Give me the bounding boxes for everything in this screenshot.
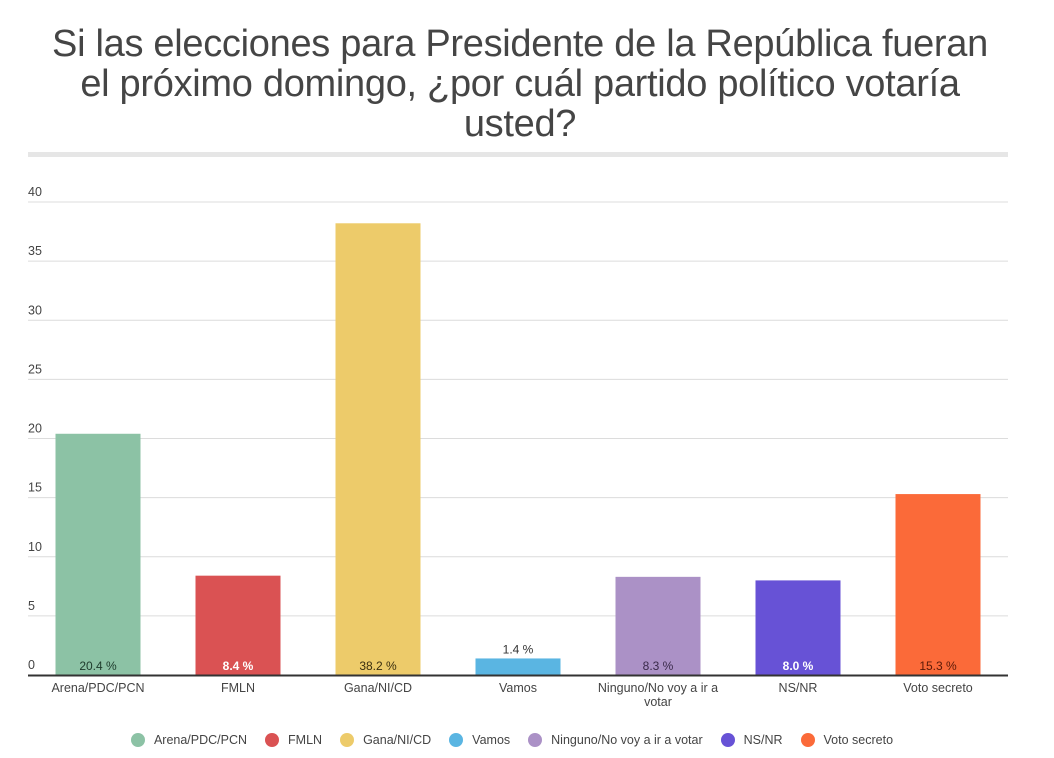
data-label: 20.4 %	[79, 659, 117, 673]
bar	[195, 575, 281, 675]
x-tick-label: Gana/NI/CD	[344, 681, 412, 695]
x-tick-label: NS/NR	[779, 681, 818, 695]
chart-title-line: Si las elecciones para Presidente de la …	[52, 23, 988, 65]
legend-item[interactable]: Vamos	[449, 733, 510, 747]
bar	[895, 494, 981, 675]
y-tick-label: 35	[28, 244, 42, 258]
y-tick-label: 0	[28, 658, 35, 672]
data-label: 8.4 %	[223, 659, 254, 673]
legend-item[interactable]: Arena/PDC/PCN	[130, 733, 248, 747]
legend-swatch-icon	[720, 733, 735, 747]
legend-item[interactable]: Ninguno/No voy a ir a votar	[528, 733, 703, 747]
legend-item[interactable]: Voto secreto	[800, 733, 894, 747]
data-label: 8.3 %	[643, 659, 674, 673]
legend-swatch-icon	[340, 733, 355, 747]
legend-swatch-icon	[528, 733, 543, 747]
chart-title-line: usted?	[463, 103, 577, 145]
x-tick-label: Arena/PDC/PCN	[51, 681, 144, 695]
legend-item[interactable]: NS/NR	[720, 733, 783, 747]
chart-title-line: el próximo domingo, ¿por cuál partido po…	[80, 63, 960, 105]
data-label: 8.0 %	[783, 659, 814, 673]
legend-label: NS/NR	[743, 733, 783, 747]
legend-label: Gana/NI/CD	[363, 733, 432, 747]
legend-label: Vamos	[472, 733, 511, 747]
legend-swatch-icon	[800, 733, 815, 747]
x-tick-label: votar	[644, 695, 672, 709]
x-tick-label: Ninguno/No voy a ir a	[598, 681, 718, 695]
bar	[335, 223, 421, 675]
legend-label: Ninguno/No voy a ir a votar	[551, 733, 703, 747]
x-tick-label: Voto secreto	[903, 681, 973, 695]
legend-item[interactable]: FMLN	[265, 733, 322, 747]
y-tick-label: 25	[28, 362, 42, 376]
y-tick-label: 20	[28, 422, 42, 436]
data-label: 1.4 %	[503, 642, 534, 656]
y-tick-label: 10	[28, 540, 42, 554]
chart-legend: Arena/PDC/PCN FMLN Gana/NI/CD Vamos Ninguno/…	[0, 733, 1024, 747]
y-tick-label: 40	[28, 185, 42, 199]
bar	[755, 580, 841, 675]
y-tick-label: 5	[28, 599, 35, 613]
y-tick-label: 30	[28, 303, 42, 317]
legend-swatch-icon	[130, 733, 145, 747]
data-label: 15.3 %	[919, 659, 957, 673]
bar	[615, 576, 701, 675]
bar	[475, 658, 561, 675]
legend-label: Voto secreto	[823, 733, 894, 747]
legend-swatch-icon	[265, 733, 280, 747]
chart-title: Si las elecciones para Presidente de la …	[20, 24, 1020, 144]
legend-swatch-icon	[449, 733, 464, 747]
legend-label: FMLN	[288, 733, 323, 747]
x-tick-label: FMLN	[221, 681, 255, 695]
data-label: 38.2 %	[359, 659, 397, 673]
bar	[55, 433, 141, 675]
legend-item[interactable]: Gana/NI/CD	[340, 733, 431, 747]
title-divider	[28, 152, 1008, 157]
x-tick-label: Vamos	[499, 681, 537, 695]
legend-label: Arena/PDC/PCN	[153, 733, 248, 747]
y-tick-label: 15	[28, 481, 42, 495]
